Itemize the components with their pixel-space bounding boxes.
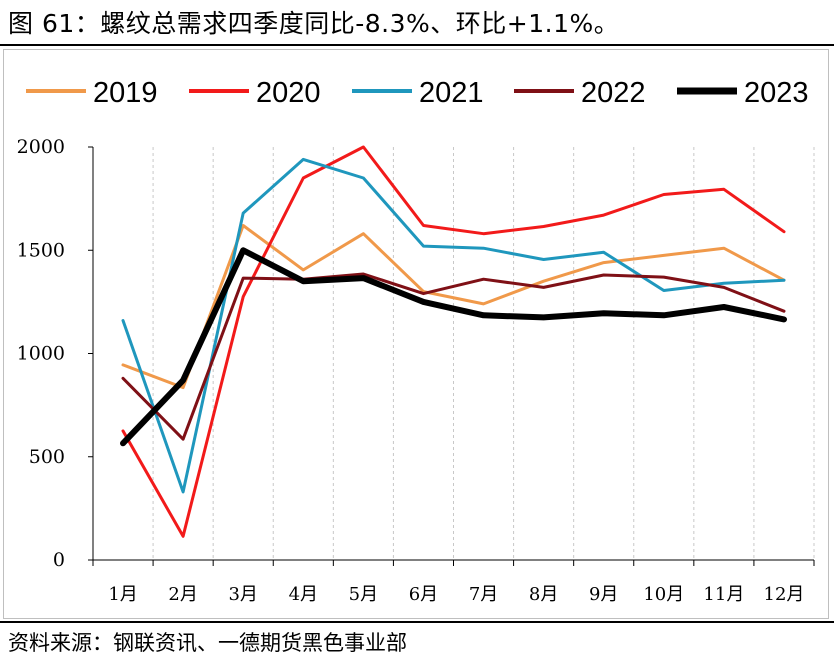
series-line-2023: [120, 247, 787, 447]
y-tick-label-0: 0: [53, 549, 65, 571]
y-tick-label-1500: 1500: [17, 239, 65, 261]
y-tick-label-500: 500: [29, 446, 65, 468]
axes: 0 500 1000 1500 2000 1月 2月 3月 4月 5月 6月 7月 8月 9月 10月 11月…: [17, 136, 815, 605]
series-lines: [120, 145, 787, 538]
x-tick-label-4: 4月: [289, 584, 318, 605]
x-tick-label-6: 6月: [409, 584, 438, 605]
source-divider: [0, 621, 834, 623]
source-note: 资料来源：钢联资讯、一德期货黑色事业部: [8, 631, 407, 655]
x-tick-label-5: 5月: [349, 584, 378, 605]
y-tick-label-2000: 2000: [17, 136, 65, 158]
legend-label-2019: 2019: [93, 77, 158, 109]
chart-frame: 0 500 1000 1500 2000 1月 2月 3月 4月 5月 6月 7月 8月 9月 10月 11月…: [3, 49, 829, 619]
x-tick-label-1: 1月: [108, 584, 137, 605]
title-divider: [0, 44, 834, 46]
legend: 2019 2020 2021 2022 2023: [26, 77, 809, 109]
x-tick-label-9: 9月: [589, 584, 618, 605]
legend-label-2023: 2023: [744, 77, 809, 109]
x-tick-label-12: 12月: [764, 584, 805, 605]
figure-title: 图 61：螺纹总需求四季度同比-8.3%、环比+1.1%。: [8, 9, 620, 38]
legend-label-2020: 2020: [256, 77, 321, 109]
line-chart: 0 500 1000 1500 2000 1月 2月 3月 4月 5月 6月 7月 8月 9月 10月 11月…: [17, 77, 815, 605]
x-tick-label-10: 10月: [643, 584, 684, 605]
y-tick-label-1000: 1000: [17, 343, 65, 365]
x-tick-label-8: 8月: [529, 584, 558, 605]
series-line-2021: [121, 157, 786, 494]
legend-label-2021: 2021: [419, 77, 484, 109]
x-tick-label-2: 2月: [168, 584, 197, 605]
x-tick-label-7: 7月: [469, 584, 498, 605]
legend-label-2022: 2022: [581, 77, 646, 109]
grid-lines: [152, 147, 815, 560]
x-tick-label-3: 3月: [228, 584, 257, 605]
series-line-2020: [121, 145, 786, 538]
x-tick-label-11: 11月: [703, 584, 744, 605]
series-line-2022: [121, 272, 786, 441]
